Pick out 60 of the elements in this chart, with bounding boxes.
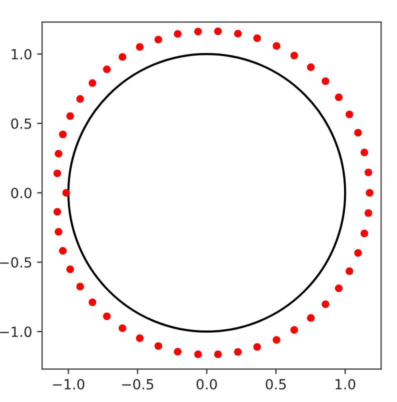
point [66,265,74,274]
point [54,228,62,236]
point [272,42,280,50]
x-tick-label: −1.0 [52,379,84,390]
point [88,79,96,87]
point [290,326,298,334]
point [364,209,372,217]
point [307,314,315,322]
point [253,343,261,351]
point [59,247,67,255]
point [253,34,261,42]
point [174,30,182,38]
point [118,53,126,61]
point [54,150,62,158]
point [66,112,74,120]
point [360,230,368,238]
point [334,284,343,292]
y-tick-label: −0.5 [0,257,32,268]
point [194,28,202,36]
x-tick-label: 0.0 [196,379,217,390]
point [272,336,280,344]
point [214,27,222,36]
y-tick-label: 0.0 [11,188,32,198]
point [364,168,372,176]
y-tick-label: −1.0 [0,326,32,338]
point [307,63,315,72]
point [76,95,84,103]
point [214,350,222,358]
point [234,30,242,38]
x-tick-label: 0.5 [266,379,286,390]
point [59,130,67,138]
point [54,170,62,178]
point [118,324,126,332]
point [103,312,111,320]
point [234,348,242,356]
x-tick-label: 1.0 [336,379,356,390]
y-tick-label: 1.0 [12,48,32,60]
point [154,36,162,44]
x-tick-label: −0.5 [122,379,154,390]
point [76,282,84,290]
point [322,300,330,308]
y-tick-label: 0.5 [11,118,32,129]
point [88,298,96,306]
point [346,267,354,276]
point [174,348,182,356]
point [54,208,62,216]
point [136,43,144,51]
point [103,65,111,74]
point [334,94,343,102]
point [346,110,354,118]
point [354,249,362,257]
point [136,334,144,342]
point [290,52,298,60]
point [360,148,368,156]
point [322,77,330,86]
point [62,188,70,197]
point [366,188,374,197]
point [154,342,162,350]
point [194,350,202,358]
point [354,128,362,137]
